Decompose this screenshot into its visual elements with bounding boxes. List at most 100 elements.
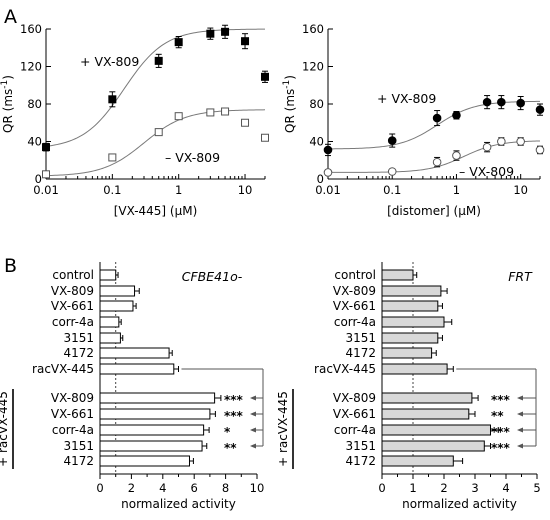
significance-marker: * [224,425,231,439]
category-label: 4172 [345,454,376,468]
data-point [206,29,215,38]
comparison-arrowhead [517,395,523,401]
panel-label-b: B [4,255,17,277]
data-point [497,137,506,146]
category-label: control [52,268,94,282]
y-tick-label: 80 [309,97,324,111]
category-label: 4172 [345,346,376,360]
y-tick-label: 40 [309,135,324,149]
bar [381,316,445,328]
data-point [323,145,333,155]
comparison-arrowhead [517,427,523,433]
x-axis-label: normalized activity [121,497,236,511]
category-label: VX-809 [51,284,94,298]
data-point [221,27,230,36]
y-tick-label: 0 [317,172,324,186]
significance-marker: *** [224,393,244,407]
bar [99,440,203,452]
y-axis-label-text: QR (ms [1,89,15,133]
y-axis-label: QR (ms-1) [282,75,297,133]
comparison-arrowhead [250,395,256,401]
comparison-arrowhead [517,443,523,449]
bar [381,440,485,452]
bar [99,347,170,359]
bar [99,269,117,281]
bar [99,408,211,420]
group-label: + racVX-445 [0,391,10,467]
panel-label-a: A [4,6,17,28]
category-label: 3151 [345,439,376,453]
data-point [108,95,117,104]
series-label: – VX-809 [165,150,220,165]
data-point [432,113,442,123]
y-axis-label-close: ) [283,75,297,80]
data-point [497,97,506,107]
data-point [482,97,492,107]
category-label: VX-661 [333,299,376,313]
category-label: VX-661 [51,407,94,421]
data-point [241,37,250,46]
data-point [516,98,525,108]
x-tick-label: 1 [453,183,460,197]
data-point [261,72,269,81]
bar [99,455,190,467]
data-point [452,151,461,160]
series-label: + VX-809 [80,54,139,69]
cell-line-label: CFBE41o- [182,269,243,284]
category-label: 4172 [63,454,94,468]
bar [99,363,175,375]
group-label: + racVX-445 [276,391,290,467]
bar [381,455,454,467]
bar [381,269,414,281]
x-tick-label: 6 [191,481,198,495]
x-tick-label: 1 [409,481,416,495]
x-tick-label: 2 [128,481,135,495]
x-tick-label: 0.1 [383,183,401,197]
bar [381,285,442,297]
category-label: corr-4a [334,315,376,329]
x-tick-label: 5 [533,481,540,495]
data-point [323,168,333,177]
category-label: 4172 [63,346,94,360]
comparison-arrowhead [250,427,256,433]
x-axis-label: normalized activity [402,497,517,511]
bar [99,424,205,436]
bar [381,347,433,359]
data-point [535,145,545,155]
y-axis-label: QR (ms-1) [0,75,15,133]
dose-response-chart-distomer: 0 40 80 120 160 0.01 0.1 1 10 [distomer] (µM) QR (… [282,22,545,218]
data-point [174,38,183,47]
bar [99,300,134,312]
x-tick-label: 10 [250,481,265,495]
bar [381,424,491,436]
y-axis-label-text: QR (ms [283,89,297,133]
data-point [452,110,461,120]
category-label: VX-809 [333,391,376,405]
x-tick-label: 0.1 [103,183,121,197]
comparison-arrowhead [250,443,256,449]
x-tick-label: 0 [96,481,103,495]
category-label: corr-4a [52,315,94,329]
data-point [261,133,269,142]
y-axis-label-close: ) [1,75,15,80]
category-label: control [334,268,376,282]
dose-response-chart-vx445: 0 40 80 120 160 0.01 0.1 1 10 [VX-445] (µM) QR (ms… [0,22,269,218]
y-axis-label-exponent: -1 [282,80,292,89]
x-axis-label: [distomer] (µM) [387,204,481,218]
y-tick-label: 120 [20,60,42,74]
y-tick-label: 120 [302,60,324,74]
x-tick-label: 4 [159,481,166,495]
data-point [174,112,183,121]
data-point [154,56,163,65]
series-label: – VX-809 [459,164,514,179]
bar [381,408,470,420]
category-label: VX-809 [51,391,94,405]
category-label: VX-661 [333,407,376,421]
data-point [42,170,50,179]
x-tick-label: 0.01 [33,183,59,197]
bar [99,392,216,404]
comparison-arrowhead [250,411,256,417]
x-tick-label: 3 [471,481,478,495]
x-tick-label: 2 [440,481,447,495]
